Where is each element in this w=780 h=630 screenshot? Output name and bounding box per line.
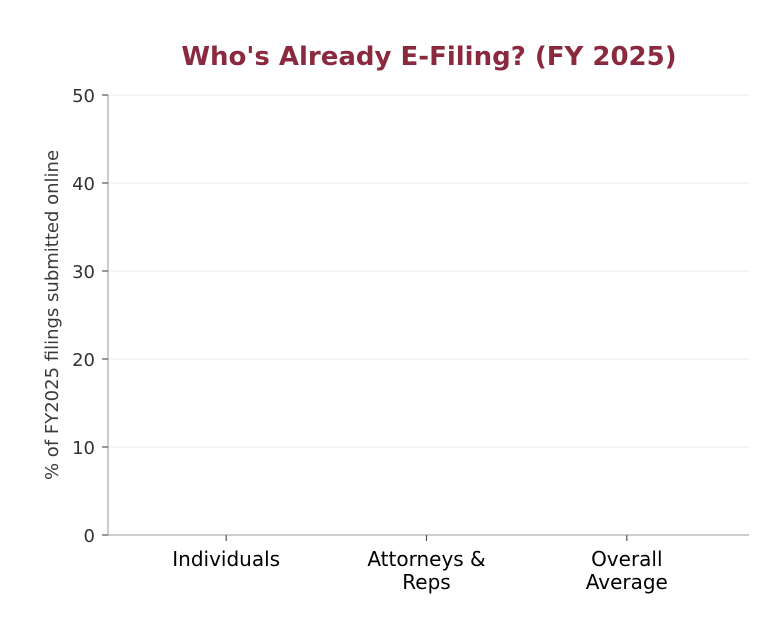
x-tick-label: Attorneys & Reps — [367, 547, 485, 594]
y-tick-label: 0 — [84, 526, 95, 547]
y-tick-label: 50 — [72, 86, 95, 107]
x-tick-label: Individuals — [172, 547, 280, 571]
y-ticks: 0 10 20 30 40 50 — [72, 86, 108, 547]
y-axis-label: % of FY2025 filings submitted online — [42, 150, 63, 480]
y-tick-label: 30 — [72, 262, 95, 283]
chart-title: Who's Already E-Filing? (FY 2025) — [181, 42, 676, 72]
x-tick-label: Overall Average — [586, 547, 668, 594]
y-tick-label: 40 — [72, 174, 95, 195]
y-tick-label: 20 — [72, 350, 95, 371]
y-tick-label: 10 — [72, 438, 95, 459]
x-ticks: Individuals Attorneys & Reps Overall Average — [172, 535, 668, 594]
grid-lines — [108, 94, 749, 448]
